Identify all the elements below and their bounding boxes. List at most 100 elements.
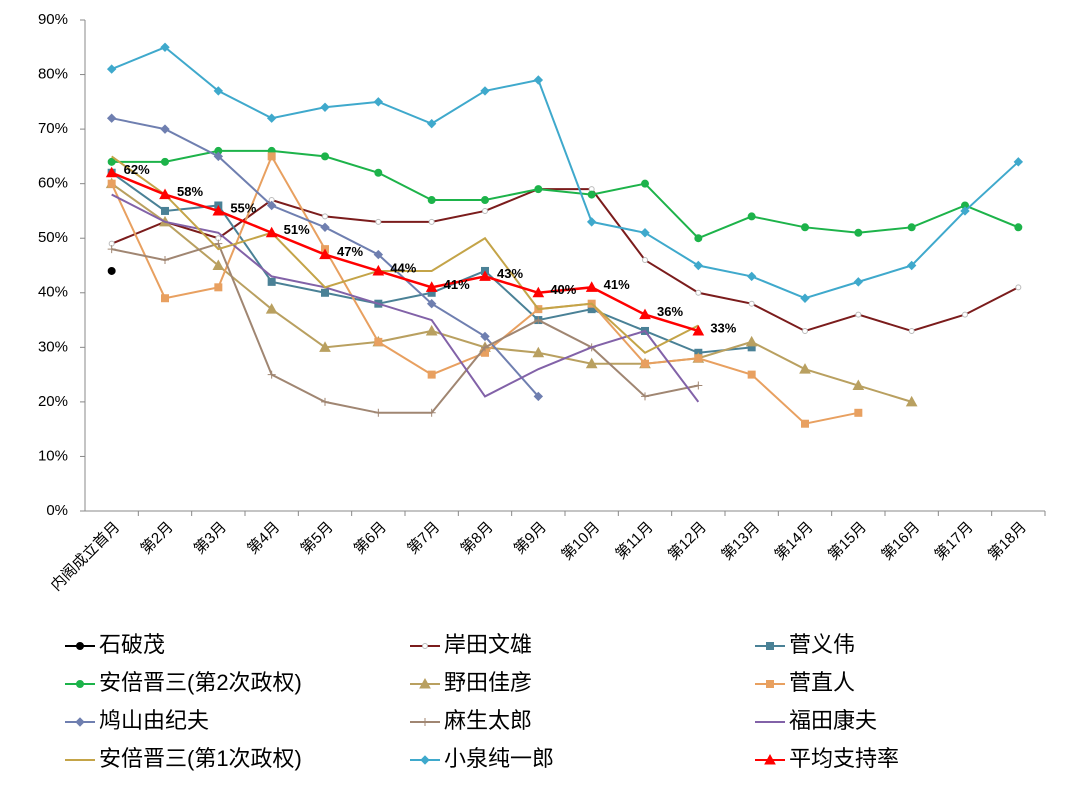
data-label: 41% xyxy=(444,277,470,292)
point xyxy=(161,294,169,303)
legend-item: 鸠山由纪夫 xyxy=(65,708,209,733)
x-tick-label: 第3月 xyxy=(190,518,230,558)
legend-item: 平均支持率 xyxy=(755,746,899,771)
point xyxy=(854,408,863,417)
point xyxy=(585,281,598,292)
point xyxy=(748,300,755,307)
legend-label: 平均支持率 xyxy=(789,746,899,771)
y-tick-label: 80% xyxy=(38,66,68,83)
point xyxy=(426,298,437,309)
point xyxy=(214,283,223,292)
line xyxy=(111,171,699,333)
point xyxy=(212,259,225,270)
point xyxy=(905,395,918,407)
x-tick-label: 第14月 xyxy=(771,518,817,564)
legend-label: 岸田文雄 xyxy=(444,632,532,657)
data-label: 47% xyxy=(337,244,363,259)
legend-item: 菅义伟 xyxy=(755,632,855,657)
point xyxy=(267,277,276,286)
y-tick-label: 90% xyxy=(38,11,68,28)
point xyxy=(212,204,225,216)
x-tick-label: 第16月 xyxy=(878,518,924,564)
point xyxy=(105,166,118,178)
x-tick-label: 第17月 xyxy=(931,518,977,564)
legend-item: 麻生太郎 xyxy=(410,708,532,733)
legend-item: 小泉纯一郎 xyxy=(410,746,554,771)
series xyxy=(111,155,699,354)
point xyxy=(320,222,330,233)
y-tick-label: 30% xyxy=(38,338,68,355)
legend-label: 安倍晋三(第2次政权) xyxy=(99,670,302,695)
point xyxy=(766,680,774,688)
point xyxy=(695,289,702,296)
point xyxy=(764,753,776,765)
point xyxy=(481,343,489,352)
point xyxy=(802,327,808,334)
point xyxy=(855,311,862,318)
point xyxy=(161,206,169,215)
point xyxy=(374,408,383,417)
point xyxy=(587,190,596,199)
x-tick-label: 第15月 xyxy=(824,518,870,564)
legend-label: 石破茂 xyxy=(99,632,165,657)
data-label: 43% xyxy=(497,266,523,281)
point xyxy=(267,152,276,161)
point xyxy=(107,179,116,188)
point xyxy=(373,97,384,107)
point xyxy=(76,642,84,650)
point xyxy=(799,363,811,374)
point xyxy=(266,200,277,211)
data-label: 41% xyxy=(604,277,630,292)
point xyxy=(265,303,278,314)
x-tick-label: 第5月 xyxy=(297,518,337,558)
y-tick-label: 20% xyxy=(38,393,68,410)
legend-item: 野田佳彦 xyxy=(410,670,532,695)
point xyxy=(962,311,968,318)
series xyxy=(107,146,1023,243)
point xyxy=(422,643,428,649)
data-label: 58% xyxy=(177,184,203,199)
line xyxy=(111,188,1019,333)
point xyxy=(1014,223,1023,232)
point xyxy=(428,218,435,225)
x-tick-label: 第8月 xyxy=(457,518,497,558)
x-tick-label: 第7月 xyxy=(403,518,443,558)
point xyxy=(482,207,488,214)
point xyxy=(801,223,809,232)
series xyxy=(106,113,544,402)
point xyxy=(479,270,491,281)
legend-label: 小泉纯一郎 xyxy=(444,746,554,771)
point xyxy=(426,118,437,129)
point xyxy=(375,218,382,225)
line xyxy=(111,149,1019,240)
point xyxy=(374,168,383,177)
point xyxy=(214,239,223,248)
data-label: 44% xyxy=(390,260,416,275)
legend-label: 鸠山由纪夫 xyxy=(99,708,209,733)
y-tick-label: 40% xyxy=(38,284,68,301)
point xyxy=(534,316,543,325)
line xyxy=(111,155,699,354)
point xyxy=(265,226,278,238)
data-label: 62% xyxy=(124,162,150,177)
series xyxy=(108,186,1022,334)
x-tick-label: 第9月 xyxy=(510,518,550,558)
point xyxy=(75,717,85,727)
x-tick-label: 内阁成立首月 xyxy=(48,519,124,595)
point xyxy=(320,102,330,112)
point xyxy=(800,293,810,303)
point xyxy=(107,157,116,166)
point xyxy=(160,124,170,134)
point xyxy=(1015,284,1022,291)
legend-item: 岸田文雄 xyxy=(410,632,532,657)
x-tick-label: 第13月 xyxy=(718,518,764,564)
point xyxy=(319,248,331,260)
point xyxy=(161,256,169,265)
point xyxy=(373,249,384,260)
point xyxy=(213,86,224,96)
point xyxy=(854,228,863,237)
point xyxy=(852,379,865,391)
x-tick-label: 第6月 xyxy=(350,518,390,558)
point xyxy=(76,680,84,688)
